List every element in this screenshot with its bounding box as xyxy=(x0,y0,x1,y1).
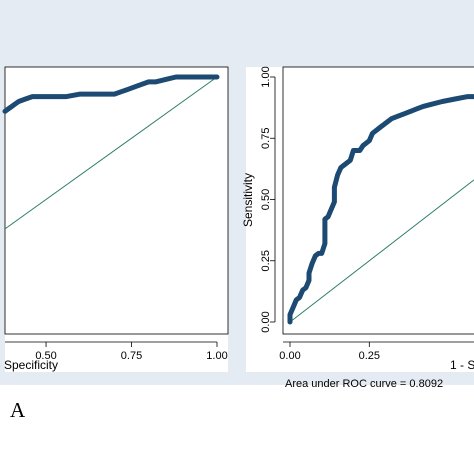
chart-b-y-axis-title: Sensitivity xyxy=(241,173,255,227)
panel-letter: A xyxy=(10,398,26,422)
y-tick-label: 0.50 xyxy=(260,189,272,210)
auc-annotation: Area under ROC curve = 0.8092 xyxy=(285,378,444,390)
y-tick-label: 1.00 xyxy=(260,66,272,87)
chart-a-plot-area xyxy=(4,66,229,335)
figure-background-strip xyxy=(0,372,474,385)
chart-a-roc-curve xyxy=(2,74,220,114)
chart-b-roc-curve xyxy=(287,94,474,325)
y-tick-label: 0.25 xyxy=(260,250,272,271)
chart-b-x-axis-title: 1 - S xyxy=(450,358,474,372)
chart-a-x-axis-title: 1 - Specificity xyxy=(0,358,58,372)
figure-background-top xyxy=(0,0,474,67)
x-tick-label: 0.50 xyxy=(35,350,56,362)
chart-b-reference-line xyxy=(289,179,474,323)
x-tick-label: 0.00 xyxy=(279,350,300,362)
x-tick-label: 1.00 xyxy=(206,350,227,362)
figure-background-left xyxy=(0,67,5,372)
y-tick-label: 0.75 xyxy=(260,128,272,149)
figure-background-gap xyxy=(228,67,246,385)
y-tick-label: 0.00 xyxy=(260,311,272,332)
x-tick-label: 0.75 xyxy=(121,350,142,362)
x-tick-label: 0.25 xyxy=(359,350,380,362)
chart-b-plot-area xyxy=(282,66,474,335)
chart-a-reference-line xyxy=(4,76,218,230)
